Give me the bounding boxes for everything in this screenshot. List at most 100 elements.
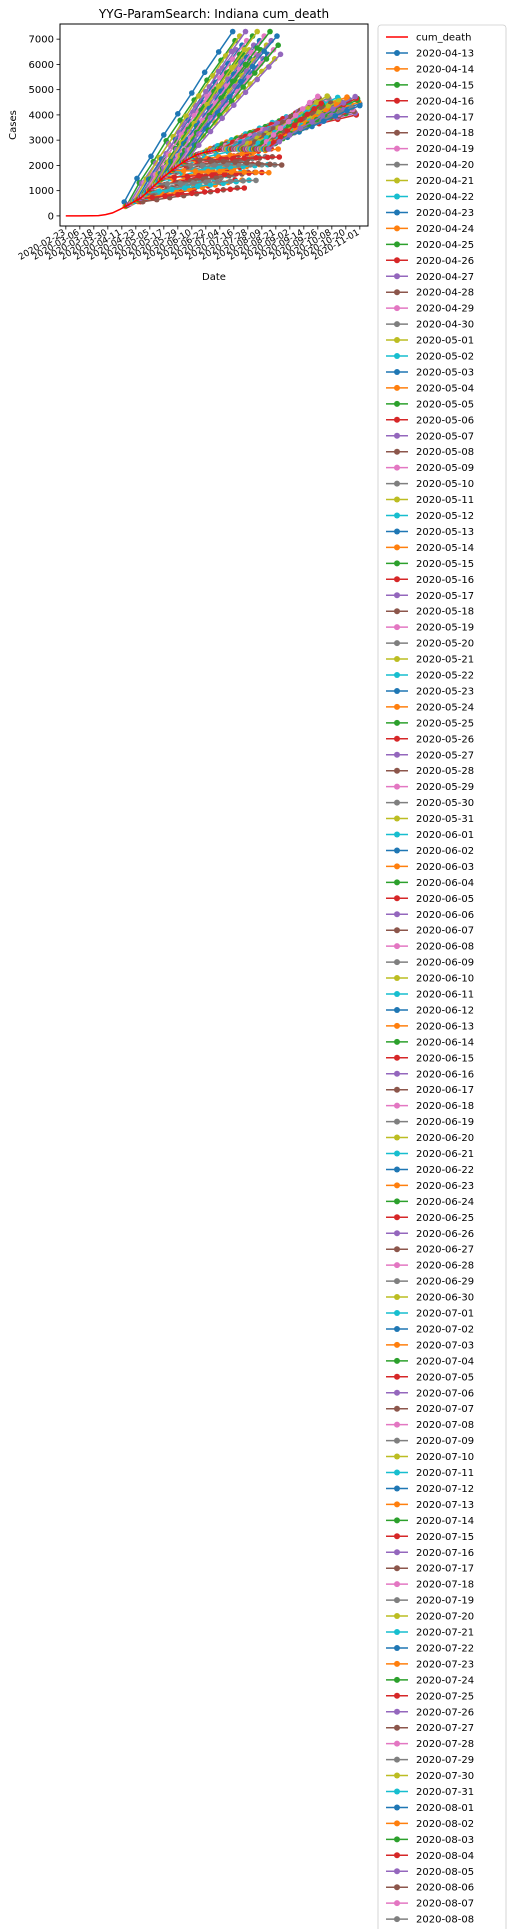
legend-label: 2020-06-30 — [416, 1293, 474, 1304]
legend-label: 2020-07-03 — [416, 1340, 474, 1351]
legend-label: 2020-05-02 — [416, 352, 474, 363]
x-axis-label: Date — [202, 272, 226, 283]
projection-point-2020-06-07-1 — [197, 157, 203, 163]
legend-swatch-marker — [394, 1182, 400, 1189]
legend-swatch-marker — [394, 1150, 400, 1157]
legend-label: 2020-06-15 — [416, 1053, 474, 1064]
legend-label: 2020-05-26 — [416, 734, 474, 745]
legend-label: 2020-05-06 — [416, 415, 474, 426]
projection-point-2020-06-07-5 — [243, 160, 250, 166]
legend-label: 2020-07-29 — [416, 1755, 474, 1766]
legend-swatch-marker — [394, 735, 400, 742]
legend-swatch-marker — [394, 799, 400, 806]
legend-swatch-marker — [394, 1086, 400, 1093]
projection-point-2020-06-06-1 — [196, 142, 202, 148]
legend-swatch-marker — [394, 1198, 400, 1205]
legend-swatch-marker — [394, 719, 400, 726]
projection-point-2020-08-07-2 — [270, 132, 277, 138]
projection-point-2020-05-02-1 — [156, 188, 162, 194]
legend-swatch-marker — [394, 672, 400, 678]
projection-point-2020-05-25-5 — [229, 78, 236, 85]
legend-swatch-marker — [394, 1246, 400, 1253]
legend-swatch-marker — [394, 1357, 400, 1364]
legend-swatch-marker — [394, 1772, 400, 1779]
projection-point-2020-05-11-7 — [241, 46, 248, 53]
legend-swatch-marker — [394, 1134, 400, 1141]
legend-label: 2020-04-21 — [416, 176, 474, 187]
legend-swatch-marker — [394, 464, 400, 471]
legend-swatch-marker — [394, 528, 400, 535]
plot-frame — [59, 23, 369, 227]
projection-point-2020-05-16-4 — [208, 172, 215, 178]
legend-swatch-marker — [394, 1405, 400, 1412]
y-tick-label: 5000 — [29, 85, 54, 96]
legend-label: 2020-06-29 — [416, 1277, 474, 1288]
legend-label: 2020-05-19 — [416, 623, 474, 634]
legend-swatch-marker — [394, 1740, 400, 1747]
legend-swatch-marker — [394, 991, 400, 997]
legend-swatch-marker — [394, 161, 400, 168]
legend-label: 2020-06-07 — [416, 926, 474, 937]
projection-point-2020-04-26-7 — [227, 186, 234, 193]
legend-swatch-marker — [394, 1804, 400, 1811]
legend-label: 2020-07-18 — [416, 1580, 474, 1591]
projection-point-2020-06-02-5 — [238, 78, 244, 85]
projection-point-2020-04-26-4 — [189, 190, 195, 197]
projection-point-2020-05-02-2 — [169, 186, 175, 193]
legend-label: 2020-07-08 — [416, 1420, 474, 1431]
legend-label: 2020-05-18 — [416, 607, 474, 618]
projection-point-2020-06-04-6 — [252, 70, 258, 76]
projection-point-2020-08-14-5 — [297, 117, 304, 123]
legend-label: 2020-07-20 — [416, 1612, 474, 1623]
projection-point-2020-06-06-8 — [277, 51, 284, 58]
legend-swatch-marker — [394, 863, 400, 870]
projection-point-2020-04-29-7 — [229, 56, 236, 62]
y-axis: 0 1000 2000 3000 4000 5000 6000 7000 — [29, 35, 60, 222]
legend-label: 2020-06-12 — [416, 1005, 474, 1016]
projection-point-2020-04-13-2 — [148, 153, 154, 160]
legend-label: 2020-05-11 — [416, 495, 474, 506]
legend-swatch-marker — [394, 943, 400, 950]
legend-label: 2020-05-25 — [416, 718, 474, 729]
projection-point-2020-06-06-3 — [219, 115, 225, 122]
projection-point-2020-08-07-7 — [306, 99, 313, 106]
legend-label: 2020-04-18 — [416, 128, 474, 139]
projection-point-2020-08-15-0 — [266, 146, 272, 152]
projection-point-2020-05-02-3 — [182, 185, 188, 191]
projection-point-2020-06-03-5 — [239, 150, 245, 157]
legend-label: 2020-07-06 — [416, 1388, 474, 1399]
legend-swatch-marker — [394, 975, 400, 982]
legend-label: 2020-08-05 — [416, 1867, 474, 1878]
legend-label: 2020-05-09 — [416, 463, 474, 474]
projection-point-2020-06-02-6 — [249, 63, 256, 70]
projection-point-2020-04-13-8 — [229, 28, 236, 35]
legend-swatch-marker — [394, 1262, 400, 1269]
projection-point-2020-06-05-5 — [241, 155, 248, 161]
legend-label: 2020-06-01 — [416, 830, 474, 841]
projection-point-2020-05-30-3 — [211, 162, 217, 168]
legend-label: 2020-08-07 — [416, 1899, 474, 1910]
legend-swatch-marker — [394, 416, 400, 423]
legend-swatch-marker — [394, 257, 400, 264]
legend-swatch-marker — [394, 97, 400, 104]
projection-point-2020-05-24-4 — [217, 168, 223, 175]
legend-swatch-marker — [394, 815, 400, 822]
legend-label: 2020-07-17 — [416, 1564, 474, 1575]
legend-swatch-marker — [394, 560, 400, 567]
projection-point-2020-04-27-6 — [215, 68, 222, 75]
projection-point-2020-05-11-6 — [228, 65, 235, 71]
legend-swatch-marker — [394, 927, 400, 934]
legend-label: 2020-05-13 — [416, 527, 474, 538]
legend-label: 2020-07-25 — [416, 1691, 474, 1702]
legend-swatch-marker — [394, 767, 400, 774]
legend-label: 2020-04-22 — [416, 192, 474, 203]
legend-label: 2020-05-12 — [416, 511, 474, 522]
projection-point-2020-08-07-6 — [299, 106, 306, 112]
projection-point-2020-05-08-5 — [213, 174, 220, 181]
projection-point-2020-08-14-8 — [318, 100, 325, 107]
projection-point-2020-05-24-3 — [205, 168, 211, 175]
cum-death-line — [65, 148, 222, 217]
legend-swatch-marker — [394, 1756, 400, 1763]
legend-label: 2020-07-01 — [416, 1309, 474, 1320]
